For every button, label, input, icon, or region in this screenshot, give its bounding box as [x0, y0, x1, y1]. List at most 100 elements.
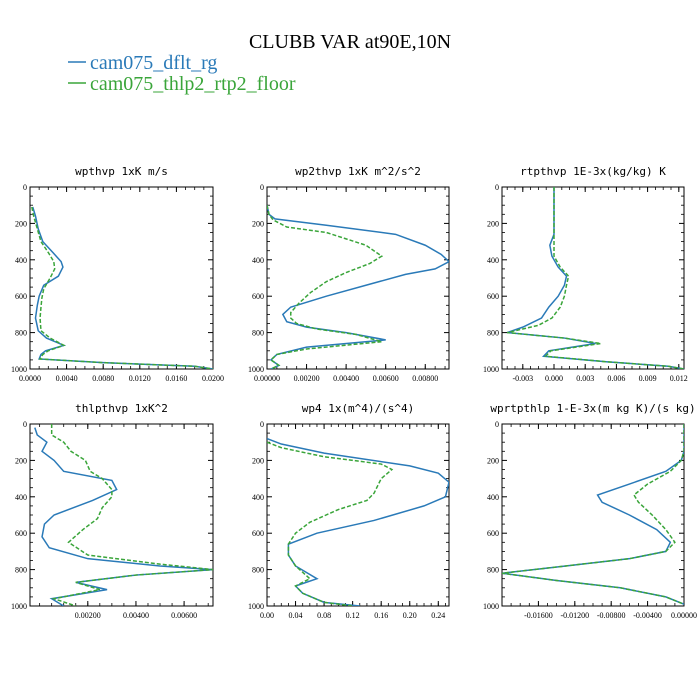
series-line-2: [267, 441, 394, 606]
panel-2: wp2thvp 1xK m^2/s^2020040060080010000.00…: [248, 165, 450, 383]
y-tick-label: 1000: [248, 602, 264, 611]
x-tick-label: 0.0160: [165, 374, 187, 383]
y-tick-label: 800: [252, 566, 264, 575]
x-tick-label: 0.00000: [671, 611, 697, 620]
legend-label-2: cam075_thlp2_rtp2_floor: [90, 73, 296, 95]
y-tick-label: 800: [487, 566, 499, 575]
y-tick-label: 400: [252, 256, 264, 265]
x-tick-label: -0.003: [512, 374, 533, 383]
y-tick-label: 200: [252, 456, 264, 465]
y-tick-label: 0: [23, 183, 27, 192]
y-tick-label: 600: [15, 292, 27, 301]
x-tick-label: 0.00400: [123, 611, 149, 620]
series-line-1: [32, 206, 213, 369]
x-tick-label: 0.00: [260, 611, 274, 620]
plot-frame: [501, 423, 685, 607]
x-tick-label: -0.01600: [524, 611, 553, 620]
series-line-2: [502, 424, 684, 605]
y-tick-label: 0: [260, 183, 264, 192]
x-tick-label: 0.0000: [19, 374, 41, 383]
y-tick-label: 600: [15, 529, 27, 538]
y-tick-label: 1000: [11, 365, 27, 374]
x-tick-label: 0.16: [374, 611, 388, 620]
y-tick-label: 800: [15, 566, 27, 575]
legend: cam075_dflt_rg cam075_thlp2_rtp2_floor: [68, 52, 296, 95]
x-tick-label: -0.01200: [560, 611, 589, 620]
x-tick-label: 0.0080: [92, 374, 114, 383]
figure-title: CLUBB VAR at90E,10N: [249, 31, 451, 53]
panel-6: wprtpthlp 1-E-3x(m kg K)/(s kg) 0 200 400 60…: [483, 402, 697, 620]
plot-frame: [266, 423, 450, 607]
y-tick-label: 200: [252, 219, 264, 228]
x-tick-label: 0.00000: [254, 374, 280, 383]
x-tick-label: 0.24: [431, 611, 445, 620]
series-line-1: [267, 205, 449, 369]
y-tick-label: 800: [252, 329, 264, 338]
y-tick-label: 400: [15, 493, 27, 502]
y-tick-label: 200: [15, 456, 27, 465]
legend-label-1: cam075_dflt_rg: [90, 52, 217, 74]
y-tick-label: 600: [487, 292, 499, 301]
x-tick-label: 0.003: [576, 374, 594, 383]
y-tick-label: 0: [495, 183, 499, 192]
y-tick-label: 0: [23, 420, 27, 429]
y-tick-label: 800: [15, 329, 27, 338]
y-tick-label: 0: [260, 420, 264, 429]
y-tick-label: 0: [495, 420, 499, 429]
x-tick-label: 0.006: [607, 374, 625, 383]
x-tick-label: 0.12: [346, 611, 360, 620]
y-tick-label: 600: [487, 529, 499, 538]
panel-title: wp4 1x(m^4)/(s^4): [302, 402, 415, 415]
panel-title: wp2thvp 1xK m^2/s^2: [295, 165, 421, 178]
x-tick-label: 0.00200: [75, 611, 101, 620]
x-tick-label: 0.0200: [202, 374, 224, 383]
panel-4: thlpthvp 1xK^2 0 200 400 600 800 1000 0.00200 0.…: [11, 402, 214, 620]
series-line-2: [507, 187, 684, 369]
x-tick-label: 0.00400: [333, 374, 359, 383]
series-line-1: [506, 187, 684, 369]
panel-title: wprtpthlp 1-E-3x(m kg K)/(s kg): [490, 402, 695, 415]
series-line-1: [502, 424, 684, 605]
y-tick-label: 1000: [11, 602, 27, 611]
y-tick-label: 400: [252, 493, 264, 502]
y-tick-label: 1000: [248, 365, 264, 374]
x-tick-label: 0.08: [317, 611, 331, 620]
series-line-2: [267, 205, 384, 369]
x-tick-label: 0.00600: [171, 611, 197, 620]
y-tick-label: 400: [487, 493, 499, 502]
y-tick-label: 800: [487, 329, 499, 338]
x-tick-label: 0.012: [670, 374, 688, 383]
y-tick-label: 400: [15, 256, 27, 265]
x-tick-label: 0.00800: [412, 374, 438, 383]
x-tick-label: 0.000: [545, 374, 563, 383]
x-tick-label: 0.0120: [129, 374, 151, 383]
y-tick-label: 1000: [483, 602, 499, 611]
x-tick-label: 0.00600: [373, 374, 399, 383]
plot-frame: [29, 423, 214, 607]
y-tick-label: 200: [487, 219, 499, 228]
x-tick-label: -0.00800: [597, 611, 626, 620]
y-tick-label: 200: [487, 456, 499, 465]
y-tick-label: 600: [252, 292, 264, 301]
x-tick-label: -0.00400: [633, 611, 662, 620]
x-tick-label: 0.009: [639, 374, 657, 383]
y-tick-label: 1000: [483, 365, 499, 374]
panel-title: wpthvp 1xK m/s: [75, 165, 168, 178]
series-line-2: [31, 206, 213, 369]
x-tick-label: 0.00200: [294, 374, 320, 383]
panel-3: rtpthvp 1E-3x(kg/kg) K 0 200 400 600 800 1000 -…: [483, 165, 688, 383]
y-tick-label: 600: [252, 529, 264, 538]
series-line-2: [50, 424, 213, 606]
x-tick-label: 0.20: [403, 611, 417, 620]
panel-title: rtpthvp 1E-3x(kg/kg) K: [520, 165, 666, 178]
x-tick-label: 0.0040: [56, 374, 78, 383]
series-line-1: [34, 427, 213, 606]
y-tick-label: 200: [15, 219, 27, 228]
y-tick-label: 400: [487, 256, 499, 265]
series-line-1: [267, 437, 449, 606]
x-tick-label: 0.04: [289, 611, 303, 620]
